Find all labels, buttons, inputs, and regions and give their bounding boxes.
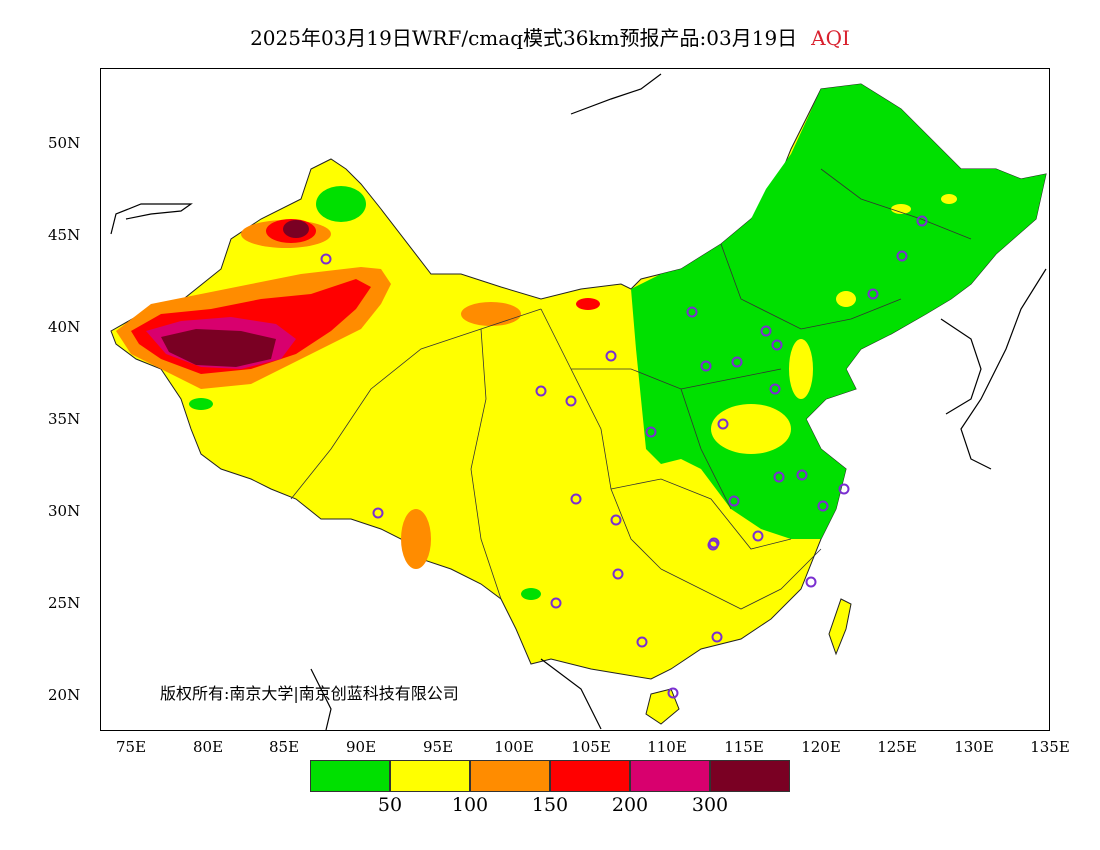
map-title: 2025年03月19日WRF/cmaq模式36km预报产品:03月19日 AQI: [0, 22, 1100, 51]
island-taiwan: [828, 598, 852, 656]
legend-swatch-unhealthy-sensitive: [470, 760, 550, 792]
legend-swatch-unhealthy: [550, 760, 630, 792]
lat-label-40n: 40N: [48, 318, 81, 336]
patch-good-west-2: [189, 398, 213, 410]
region-orange-tibet: [401, 509, 431, 569]
island-hainan: [645, 688, 680, 725]
aqi-legend: [310, 760, 790, 792]
legend-label-50: 50: [377, 794, 403, 816]
legend-label-150: 150: [531, 794, 569, 816]
legend-swatch-good: [310, 760, 390, 792]
region-hazardous-dzungaria: [283, 220, 309, 238]
lon-label-105e: 105E: [571, 738, 611, 756]
map-frame: [100, 68, 1050, 731]
patch-good-west-3: [521, 588, 541, 600]
lon-label-110e: 110E: [647, 738, 687, 756]
title-main: 2025年03月19日WRF/cmaq模式36km预报产品:03月19日: [250, 26, 798, 50]
title-variable: AQI: [811, 26, 850, 50]
patch-moderate-2: [789, 339, 813, 399]
lon-label-75e: 75E: [115, 738, 147, 756]
lon-label-120e: 120E: [801, 738, 841, 756]
station-markers: [320, 215, 928, 699]
copyright-note: 版权所有:南京大学|南京创蓝科技有限公司: [160, 684, 459, 703]
lon-label-115e: 115E: [724, 738, 764, 756]
lat-label-30n: 30N: [48, 502, 81, 520]
legend-label-200: 200: [611, 794, 649, 816]
legend-label-100: 100: [451, 794, 489, 816]
lat-label-20n: 20N: [48, 686, 81, 704]
legend-label-300: 300: [691, 794, 729, 816]
coastline-russia-north: [570, 73, 662, 115]
region-orange-inner-mongolia: [461, 302, 521, 326]
lat-label-35n: 35N: [48, 410, 81, 428]
lon-label-85e: 85E: [268, 738, 300, 756]
lat-label-25n: 25N: [48, 594, 81, 612]
legend-swatch-hazardous: [710, 760, 790, 792]
lat-label-45n: 45N: [48, 226, 81, 244]
lon-label-135e: 135E: [1030, 738, 1070, 756]
legend-swatch-moderate: [390, 760, 470, 792]
lon-label-125e: 125E: [877, 738, 917, 756]
patch-moderate-1: [711, 404, 791, 454]
coastline-west-asia: [110, 203, 193, 235]
patch-good-west-1: [316, 186, 366, 222]
lat-label-50n: 50N: [48, 134, 81, 152]
coastline-korea: [940, 318, 982, 415]
coastline-southeast-asia: [310, 658, 602, 730]
lon-label-90e: 90E: [345, 738, 377, 756]
patch-moderate-5: [941, 194, 957, 204]
patch-moderate-4: [891, 204, 911, 214]
lon-label-95e: 95E: [422, 738, 454, 756]
patch-moderate-3: [836, 291, 856, 307]
coastline-japan: [960, 268, 1047, 470]
province-boundaries: [290, 168, 972, 610]
legend-swatch-very-unhealthy: [630, 760, 710, 792]
lon-label-130e: 130E: [954, 738, 994, 756]
region-red-inner-mongolia: [576, 298, 600, 310]
aqi-map: [110, 73, 1047, 730]
lon-label-100e: 100E: [494, 738, 534, 756]
region-hazardous-tarim: [161, 329, 276, 367]
lon-label-80e: 80E: [192, 738, 224, 756]
